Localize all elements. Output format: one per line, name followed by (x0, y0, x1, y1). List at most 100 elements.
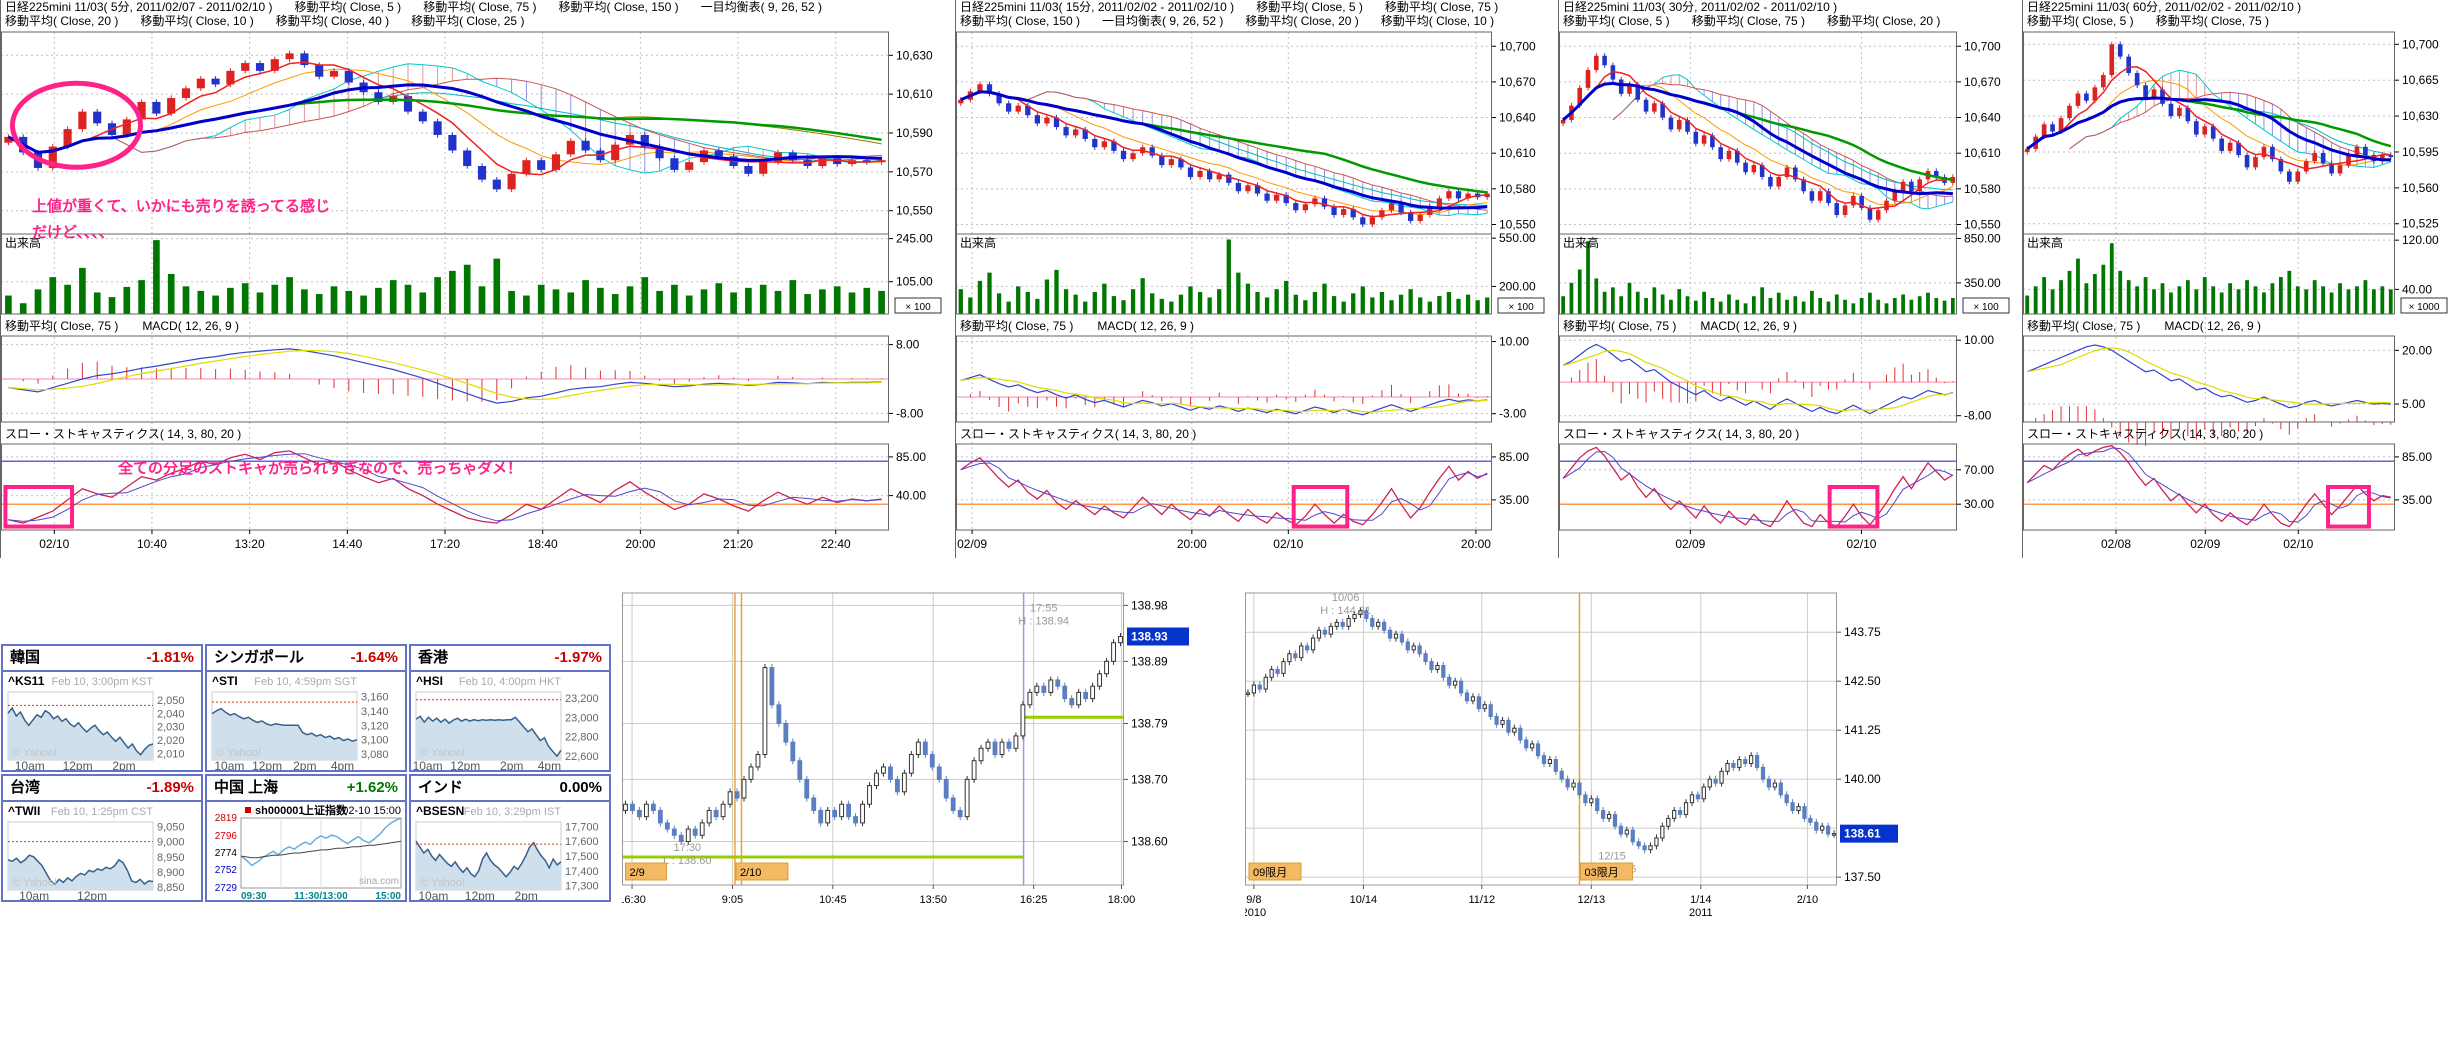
macd-tick: 10.00 (1964, 333, 1994, 347)
x-tick: 22:40 (821, 537, 851, 551)
stoch-tick: 30.00 (1964, 497, 1994, 511)
market-widget-台湾[interactable]: 台湾 -1.89% ^TWII Feb 10, 1:25pm CST 9,050 9,00… (1, 774, 203, 903)
date-badge (735, 862, 789, 881)
widget-market-name[interactable]: 台湾 (10, 779, 41, 796)
widget-market-name[interactable]: インド (418, 779, 464, 796)
widget-sparkline[interactable]: ^STI Feb 10, 4:59pm SGT 3,160 3,140 3,120 3,1… (207, 672, 405, 773)
candlesticks (1245, 607, 1837, 854)
legend-item: 移動平均( Close, 5 ) (1256, 0, 1363, 14)
widget-header[interactable]: 香港 -1.97% (411, 646, 609, 672)
widget-header[interactable]: 中国 上海 +1.62% (207, 776, 405, 802)
chart-panel-nikkei225mini-60min[interactable]: 日経225mini 11/03( 60分, 2011/02/02 - 2011/… (2022, 0, 2452, 558)
widget-chart-body: ^KS11 Feb 10, 3:00pm KST 2,050 2,040 2,030 2,… (3, 672, 201, 773)
market-widget-韓国[interactable]: 韓国 -1.81% ^KS11 Feb 10, 3:00pm KST 2,050 2,04… (1, 644, 203, 773)
price-axis-labels: 10,700 10,670 10,640 10,610 10,580 10,550 (1492, 39, 1536, 231)
volume-tick: 200.00 (1499, 279, 1536, 293)
macd-tick: -8.00 (896, 406, 924, 420)
panel-svg-nikkei225mini-15min[interactable]: 10,700 10,670 10,640 10,610 10,580 10,550 出来高 5… (956, 30, 1554, 554)
x-tick-year: 2010 (1245, 907, 1266, 919)
macd-tick: -3.00 (1499, 407, 1527, 421)
stoch-label: スロー・ストキャスティクス( 14, 3, 80, 20 ) (2027, 427, 2263, 441)
pink-stoch-box-annotation (3, 485, 75, 529)
widget-market-name[interactable]: 香港 (418, 649, 449, 666)
price-axis-labels: 10,700 10,665 10,630 10,595 10,560 10,525 (2395, 37, 2439, 231)
current-price-value: 138.93 (1131, 629, 1168, 643)
panel-svg-nikkei225mini-60min[interactable]: 10,700 10,665 10,630 10,595 10,560 10,525 出来高 1… (2023, 30, 2452, 554)
stochastics-section: 70.00 30.00 (1559, 443, 1994, 531)
chart-panel-nikkei225mini-30min[interactable]: 日経225mini 11/03( 30分, 2011/02/02 - 2011/… (1558, 0, 2019, 558)
price-tick: 10,670 (1964, 75, 2001, 89)
market-widget-中国 上海[interactable]: 中国 上海 +1.62% sh000001 上证指数 02-10 15:00 2819 27… (205, 774, 407, 902)
candlesticks (623, 632, 1123, 846)
pink-stoch-box-annotation (2326, 485, 2371, 529)
widget-y-tick: 17,400 (565, 866, 599, 878)
widget-sparkline[interactable]: ^BSESN Feb 10, 3:29pm IST 17,700 17,600 17,5… (411, 802, 609, 903)
grid (1245, 593, 1837, 885)
widget-chart-body: ^BSESN Feb 10, 3:29pm IST 17,700 17,600 17,5… (411, 802, 609, 903)
chart-panel-nikkei225mini-15min[interactable]: 日経225mini 11/03( 15分, 2011/02/02 - 2011/… (955, 0, 1554, 558)
low-note-time: 17:30 (673, 842, 701, 854)
price-tick: 10,610 (896, 87, 933, 101)
widget-index-title: 上证指数 (303, 803, 348, 817)
yahoo-watermark: © Yahoo! (420, 747, 465, 759)
chart-jgb-futures-intraday[interactable]: 138.98 138.89 138.79 138.70 138.60 138.93 17:5… (622, 585, 1194, 935)
candlesticks (1560, 53, 1956, 223)
widget-header[interactable]: 韓国 -1.81% (3, 646, 201, 672)
widget-y-tick: 2,010 (157, 748, 185, 760)
jgb-svg-jgb-futures-daily[interactable]: 143.75 142.50 141.25 140.00 137.50 138.61 10/0… (1245, 585, 1903, 935)
price-tick: 10,550 (1964, 217, 2001, 231)
macd-section: 20.00 5.00 (2023, 335, 2432, 446)
volume-label: 出来高 (5, 235, 41, 250)
market-widget-シンガポール[interactable]: シンガポール -1.64% ^STI Feb 10, 4:59pm SGT 3,160 3… (205, 644, 407, 773)
widget-timestamp: 02-10 15:00 (342, 805, 401, 817)
widget-symbol: ^BSESN (416, 804, 464, 818)
widget-market-name[interactable]: 韓国 (10, 649, 41, 666)
x-tick-year: 2011 (1689, 907, 1713, 919)
price-tick: 10,700 (2402, 37, 2439, 51)
stoch-label: スロー・ストキャスティクス( 14, 3, 80, 20 ) (960, 427, 1196, 441)
legend-item: 移動平均( Close, 75 ) (2155, 14, 2270, 28)
widget-sparkline[interactable]: ^HSI Feb 10, 4:00pm HKT 23,200 23,000 22,800… (411, 672, 609, 773)
stoch-tick: 35.00 (2402, 493, 2432, 507)
price-tick: 138.98 (1131, 598, 1168, 612)
jgb-svg-jgb-futures-intraday[interactable]: 138.98 138.89 138.79 138.70 138.60 138.93 17:5… (622, 585, 1194, 935)
grid (956, 32, 1492, 530)
x-tick: 12/13 (1578, 894, 1606, 906)
index-dot-icon (245, 807, 251, 813)
widget-market-name[interactable]: 中国 上海 (214, 779, 279, 796)
x-tick: 02/10 (2283, 537, 2313, 551)
chart-jgb-futures-daily[interactable]: 143.75 142.50 141.25 140.00 137.50 138.61 10/0… (1245, 585, 1903, 935)
x-tick: 16:30 (622, 894, 646, 906)
yahoo-watermark: © Yahoo! (216, 747, 261, 759)
ma-lines-fast (960, 90, 1488, 218)
widget-x-tick: 09:30 (241, 891, 267, 900)
legend-item: 移動平均( Close, 5 ) (2027, 14, 2134, 28)
market-widget-インド[interactable]: インド 0.00% ^BSESN Feb 10, 3:29pm IST 17,700 17… (409, 774, 611, 903)
market-widget-香港[interactable]: 香港 -1.97% ^HSI Feb 10, 4:00pm HKT 23,200 23,0… (409, 644, 611, 773)
macd-label: 移動平均( Close, 75 ) MACD( 12, 26, 9 ) (5, 319, 239, 333)
high-note-value: H : 138.94 (1018, 616, 1069, 628)
widget-x-tick: 2pm (515, 889, 538, 900)
widget-sparkline[interactable]: ^KS11 Feb 10, 3:00pm KST2,0502,0402,0302,… (3, 672, 201, 773)
widget-x-tick: 12pm (252, 759, 282, 770)
volume-label: 出来高 (1563, 235, 1599, 250)
widget-timestamp: Feb 10, 4:59pm SGT (254, 676, 357, 688)
x-tick: 02/08 (2101, 537, 2131, 551)
widget-header[interactable]: 台湾 -1.89% (3, 776, 201, 802)
chart-panel-nikkei225mini-5min[interactable]: 日経225mini 11/03( 5分, 2011/02/07 - 2011/0… (0, 0, 951, 558)
widget-market-name[interactable]: シンガポール (214, 649, 305, 666)
yahoo-watermark: © Yahoo! (12, 747, 57, 759)
date-badge-label: 03限月 (1584, 866, 1618, 879)
price-axis-labels: 10,700 10,670 10,640 10,610 10,580 10,550 (1957, 39, 2001, 231)
volume-section: 出来高 550.00 200.00 × 100 (956, 231, 1545, 315)
widget-sparkline[interactable]: ^TWII Feb 10, 1:25pm CST 9,050 9,000 8,950 8,… (3, 802, 201, 903)
price-tick: 137.50 (1844, 870, 1881, 884)
stoch-tick: 70.00 (1964, 463, 1994, 477)
widget-y-tick: 3,080 (361, 749, 389, 761)
widget-header[interactable]: インド 0.00% (411, 776, 609, 802)
widget-header[interactable]: シンガポール -1.64% (207, 646, 405, 672)
panel-svg-nikkei225mini-5min[interactable]: 10,630 10,610 10,590 10,570 10,550 出来高 245.00 1… (1, 30, 951, 554)
panel-svg-nikkei225mini-30min[interactable]: 10,700 10,670 10,640 10,610 10,580 10,550 出来高 8… (1559, 30, 2019, 554)
